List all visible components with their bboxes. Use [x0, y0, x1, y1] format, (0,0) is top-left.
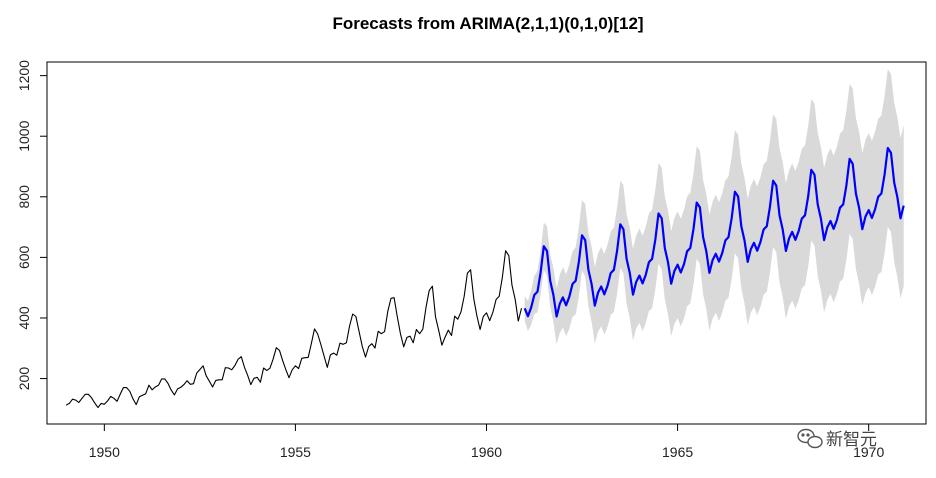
forecast-series-line	[523, 146, 905, 318]
chart-title: Forecasts from ARIMA(2,1,1)(0,1,0)[12]	[332, 14, 643, 33]
x-tick-label: 1960	[471, 444, 502, 460]
prediction-interval-band	[524, 69, 904, 345]
y-tick-label: 400	[16, 306, 32, 330]
x-tick-label: 1965	[662, 444, 693, 460]
y-tick-label: 600	[16, 245, 32, 269]
y-tick-label: 800	[16, 185, 32, 209]
watermark: 新智元	[797, 428, 877, 450]
y-tick-label: 1200	[16, 60, 32, 91]
wechat-icon	[797, 428, 823, 449]
y-tick-label: 200	[16, 367, 32, 391]
watermark-text: 新智元	[826, 430, 877, 450]
x-tick-label: 1970	[853, 444, 884, 460]
x-tick-label: 1950	[89, 444, 120, 460]
x-tick-label: 1955	[280, 444, 311, 460]
observed-series-line	[65, 250, 523, 409]
y-axis: 200 400 600 800 1000 1200	[16, 60, 47, 390]
x-axis: 1950 1955 1960 1965 1970	[89, 424, 884, 460]
y-tick-label: 1000	[16, 120, 32, 151]
